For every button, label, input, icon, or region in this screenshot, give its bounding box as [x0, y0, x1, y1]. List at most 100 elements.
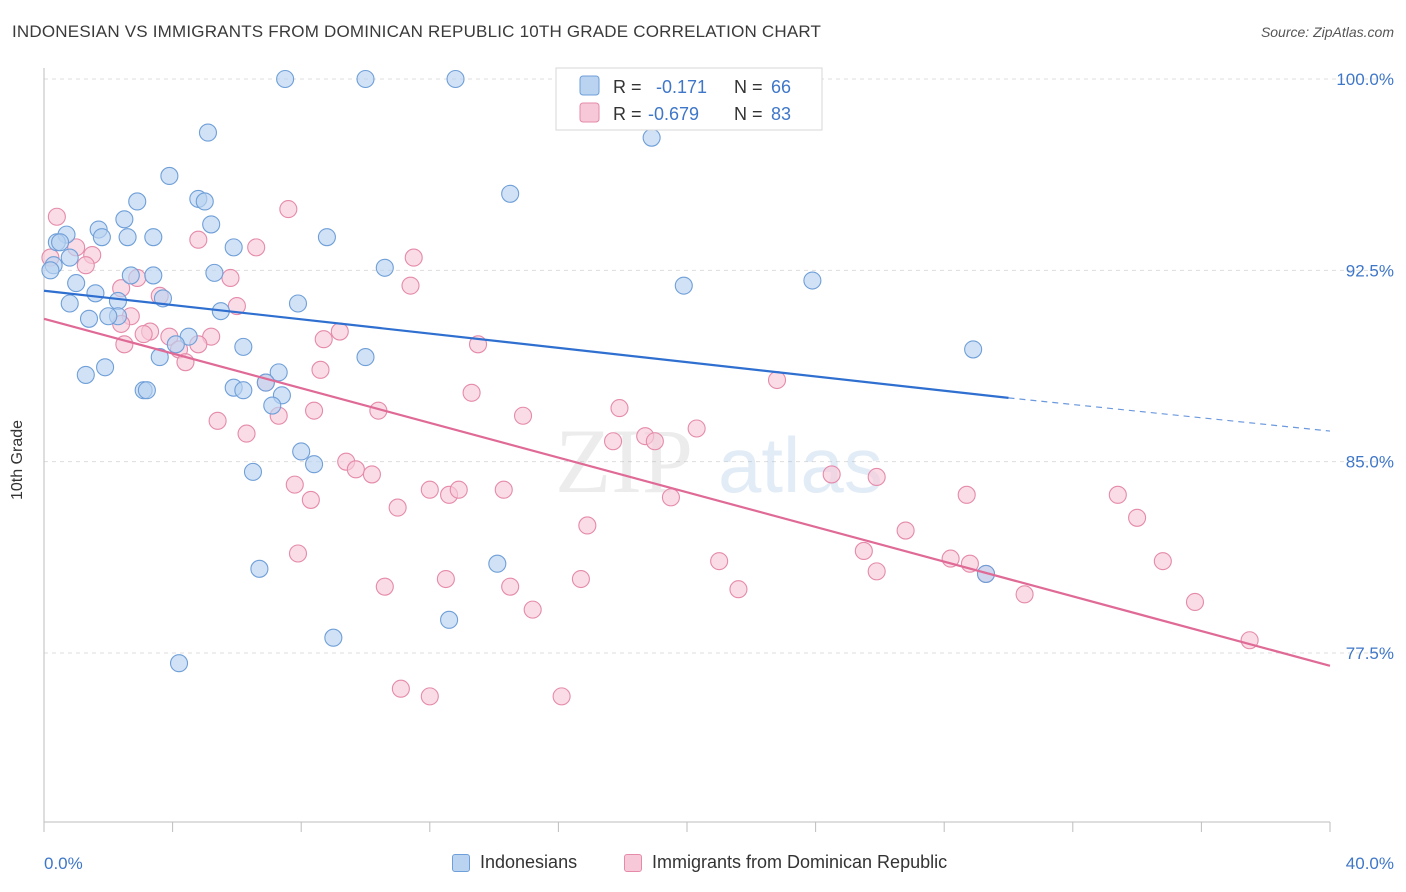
dominican-point-64: [710, 552, 729, 571]
indonesian-point-46: [96, 358, 115, 377]
legend-n-value-2: 83: [771, 104, 791, 124]
dominican-point-67: [867, 562, 886, 581]
dominican-point-2: [189, 230, 208, 249]
dominican-point-66: [1153, 552, 1172, 571]
watermark-atlas: atlas: [718, 421, 883, 509]
indonesian-point-8: [195, 192, 214, 211]
indonesian-point-16: [144, 228, 163, 247]
y-tick-label-3: 77.5%: [1346, 644, 1394, 663]
dominican-point-36: [208, 411, 227, 430]
dominican-point-74: [1015, 585, 1034, 604]
indonesian-point-14: [118, 228, 137, 247]
indonesian-point-3: [198, 123, 218, 142]
indonesian-point-15: [92, 228, 111, 247]
legend-dominican-swatch: [624, 853, 642, 872]
dominican-point-35: [513, 406, 533, 425]
indonesians-trend-line: [43, 289, 1009, 399]
dominican-trend-line: [43, 317, 1331, 667]
dominican-point-72: [501, 577, 520, 596]
dominican-point-8: [76, 256, 95, 275]
y-tick-label-2: 85.0%: [1346, 453, 1394, 472]
indonesian-point-35: [288, 294, 308, 313]
dominican-point-31: [462, 383, 481, 402]
legend-blue-swatch: [579, 75, 600, 96]
dominican-point-78: [391, 679, 410, 698]
indonesian-point-24: [121, 266, 140, 285]
dominican-point-45: [362, 465, 381, 484]
dominican-point-49: [420, 480, 439, 499]
dominican-point-44: [346, 460, 365, 479]
legend-n-label-2: N =: [734, 104, 763, 124]
indonesian-point-59: [488, 554, 507, 573]
indonesian-point-20: [60, 248, 79, 267]
indonesian-point-64: [169, 654, 189, 673]
dominican-point-51: [449, 480, 468, 499]
indonesian-point-5: [160, 166, 179, 185]
dominican-point-47: [867, 467, 886, 487]
legend-dominican-label: Immigrants from Dominican Republic: [652, 852, 948, 872]
indonesian-point-23: [41, 261, 60, 280]
legend-r-label-2: R =: [613, 104, 642, 124]
legend-item-indonesians: Indonesians: [452, 852, 577, 873]
dominican-point-52: [494, 480, 513, 499]
indonesian-point-47: [76, 365, 95, 384]
dominican-point-55: [957, 485, 976, 504]
dominican-point-38: [237, 424, 256, 443]
legend-bottom: Indonesians Immigrants from Dominican Re…: [0, 852, 1406, 878]
dominican-point-59: [896, 521, 915, 540]
indonesian-point-6: [501, 184, 520, 203]
tick-labels: 100.0% 92.5% 85.0% 77.5% 0.0% 40.0%: [44, 70, 1394, 873]
chart-title: INDONESIAN VS IMMIGRANTS FROM DOMINICAN …: [12, 22, 822, 41]
dominican-point-42: [687, 419, 706, 438]
legend-r-value-1: -0.171: [656, 77, 707, 97]
legend-n-label-1: N =: [734, 77, 763, 97]
dominican-point-19: [134, 325, 153, 344]
indonesian-point-41: [166, 335, 185, 354]
indonesian-point-62: [440, 610, 459, 629]
dominican-point-58: [1128, 508, 1147, 527]
legend-pink-swatch: [579, 102, 600, 123]
dominican-point-73: [729, 580, 748, 599]
indonesian-point-57: [305, 455, 324, 474]
indonesian-point-45: [964, 340, 983, 359]
indonesian-point-56: [292, 442, 311, 461]
trend-lines: [43, 289, 1331, 667]
legend-top-box: [555, 67, 823, 131]
indonesian-point-29: [674, 276, 693, 295]
legend-indonesians-label: Indonesians: [480, 852, 578, 872]
dominican-point-57: [388, 498, 407, 517]
indonesians-trend-extension: [1008, 397, 1331, 432]
legend-item-dominican: Immigrants from Dominican Republic: [624, 852, 947, 873]
dominican-point-46: [822, 465, 841, 484]
dominican-point-28: [311, 360, 330, 379]
indonesian-point-0: [276, 69, 295, 89]
indonesian-point-31: [86, 284, 105, 303]
indonesian-point-17: [317, 228, 336, 247]
dominican-point-54: [661, 488, 680, 507]
zipatlas-watermark: ZIP atlas: [555, 410, 883, 512]
dominican-point-32: [610, 399, 629, 418]
dominican-point-79: [420, 687, 439, 706]
indonesian-point-63: [324, 628, 343, 647]
legend-r-label-1: R =: [613, 77, 642, 97]
indonesian-point-48: [269, 363, 288, 382]
indonesian-point-30: [803, 271, 822, 290]
indonesian-point-26: [205, 263, 224, 282]
dominican-point-71: [375, 577, 394, 596]
indonesian-point-42: [234, 337, 253, 356]
indonesian-point-60: [250, 559, 269, 578]
dominican-point-11: [401, 276, 420, 295]
legend-r-value-2: -0.679: [648, 104, 699, 124]
dominican-point-60: [578, 516, 597, 535]
indonesian-point-39: [99, 307, 118, 326]
series-dominican-points: [41, 200, 1259, 706]
indonesian-point-19: [51, 233, 70, 252]
dominican-point-10: [221, 268, 240, 288]
indonesian-point-32: [108, 291, 127, 310]
dominican-point-3: [247, 238, 266, 257]
source-label: Source: ZipAtlas.com: [1260, 24, 1394, 40]
indonesian-point-2: [446, 69, 465, 89]
dominican-point-14: [227, 296, 246, 316]
indonesian-point-38: [79, 309, 99, 328]
